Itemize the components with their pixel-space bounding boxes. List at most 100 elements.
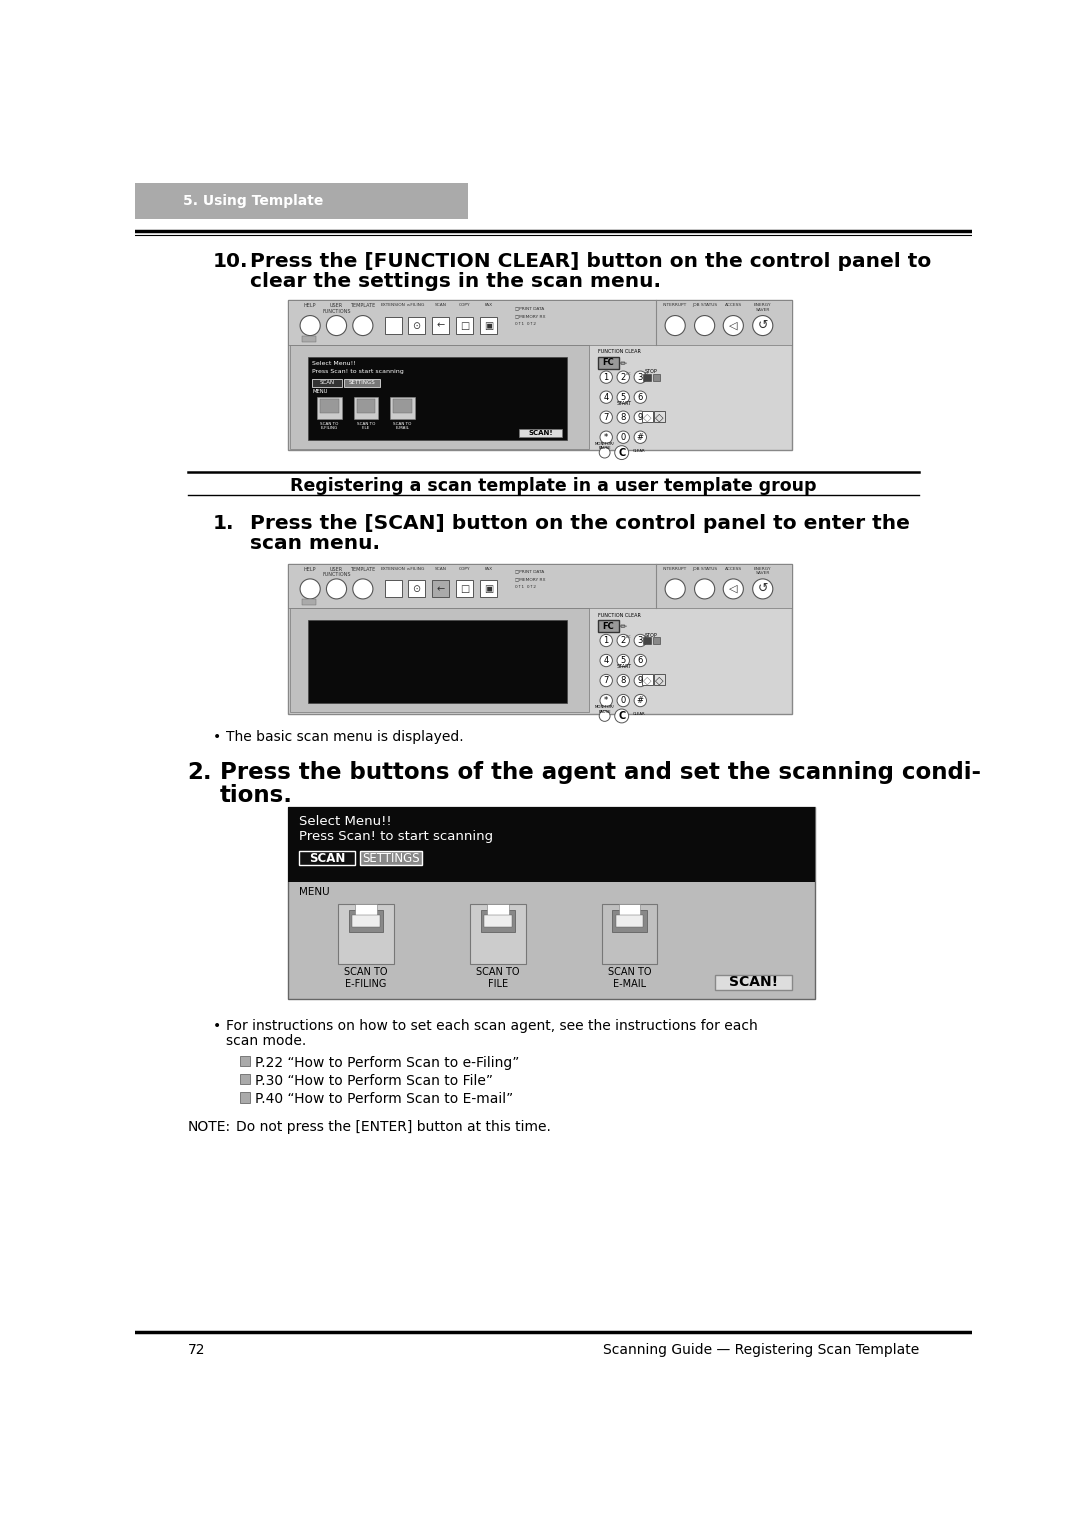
Circle shape: [753, 316, 773, 336]
Text: 72: 72: [188, 1343, 205, 1357]
Text: SCAN!: SCAN!: [729, 975, 778, 989]
Circle shape: [617, 694, 630, 707]
Text: SETTINGS: SETTINGS: [349, 380, 376, 386]
Text: HELP: HELP: [303, 304, 316, 308]
Text: ◁: ◁: [729, 584, 738, 594]
Text: ◇: ◇: [656, 412, 664, 423]
Bar: [291, 609, 590, 713]
Bar: [484, 914, 512, 926]
Bar: [487, 903, 509, 914]
Text: ◇: ◇: [643, 676, 651, 685]
Bar: [288, 807, 815, 882]
Text: DEF: DEF: [644, 372, 649, 375]
Text: ✏: ✏: [620, 621, 626, 630]
Circle shape: [600, 674, 612, 687]
Text: ⊙: ⊙: [413, 584, 420, 594]
Bar: [432, 580, 449, 597]
Text: STOP: STOP: [645, 369, 658, 374]
Circle shape: [353, 316, 373, 336]
Bar: [312, 378, 342, 388]
Bar: [321, 400, 339, 414]
Text: Select Menu!!: Select Menu!!: [312, 362, 356, 366]
Text: START: START: [617, 401, 632, 406]
Text: 8: 8: [621, 412, 626, 421]
Circle shape: [615, 710, 629, 723]
Text: CLEAR: CLEAR: [633, 713, 645, 716]
Bar: [408, 317, 424, 334]
Circle shape: [617, 410, 630, 423]
Text: JOB STATUS: JOB STATUS: [692, 304, 717, 307]
Text: SETTINGS: SETTINGS: [362, 852, 419, 865]
Text: SCAN: SCAN: [434, 304, 446, 307]
Text: JOB STATUS: JOB STATUS: [692, 566, 717, 571]
Text: CLEAR: CLEAR: [633, 449, 645, 453]
Text: ←: ←: [436, 584, 444, 594]
Bar: [470, 903, 526, 964]
Circle shape: [753, 578, 773, 598]
Text: □: □: [460, 584, 469, 594]
Text: ↺: ↺: [757, 583, 768, 595]
Circle shape: [617, 430, 630, 444]
Text: COPY: COPY: [459, 304, 470, 307]
Text: □: □: [460, 320, 469, 331]
Bar: [598, 357, 619, 369]
Text: TEMPLATE: TEMPLATE: [350, 304, 376, 308]
Text: SCAN TO
E-FILING: SCAN TO E-FILING: [321, 421, 339, 430]
Text: 5. Using Template: 5. Using Template: [183, 194, 323, 208]
Text: Press Scan! to start scanning: Press Scan! to start scanning: [312, 369, 404, 374]
Text: ←: ←: [436, 320, 444, 331]
Bar: [240, 1074, 251, 1083]
Text: 6: 6: [637, 392, 643, 401]
Bar: [456, 317, 473, 334]
Text: 4: 4: [604, 392, 609, 401]
Bar: [302, 598, 316, 606]
Text: *: *: [604, 696, 608, 705]
Text: •: •: [213, 1018, 220, 1033]
Circle shape: [600, 410, 612, 423]
Text: 9: 9: [637, 676, 643, 685]
Bar: [135, 183, 469, 218]
Text: FAX: FAX: [484, 304, 492, 307]
Bar: [654, 410, 665, 421]
Text: #: #: [637, 696, 644, 705]
Text: 0↑1  0↑2: 0↑1 0↑2: [515, 584, 536, 589]
Circle shape: [634, 371, 647, 383]
Bar: [408, 580, 424, 597]
Bar: [642, 410, 652, 421]
Bar: [291, 345, 590, 449]
Circle shape: [634, 674, 647, 687]
Text: 7: 7: [604, 412, 609, 421]
Text: 0: 0: [621, 433, 626, 441]
Circle shape: [326, 316, 347, 336]
Text: SCAN: SCAN: [320, 380, 335, 386]
Text: SCAN TO
FILE: SCAN TO FILE: [356, 421, 375, 430]
Text: 1.: 1.: [213, 514, 234, 533]
Bar: [390, 397, 415, 418]
Text: 2.: 2.: [188, 760, 213, 784]
Text: SCAN TO
FILE: SCAN TO FILE: [476, 967, 519, 989]
Text: STOP: STOP: [645, 633, 658, 638]
Text: #: #: [637, 433, 644, 441]
Bar: [652, 374, 661, 382]
Bar: [360, 852, 422, 865]
Text: HELP: HELP: [303, 566, 316, 572]
Text: 8: 8: [621, 676, 626, 685]
Text: DEF: DEF: [644, 635, 649, 639]
Circle shape: [326, 578, 347, 598]
Text: ◁: ◁: [729, 320, 738, 331]
Text: INTERRUPT: INTERRUPT: [663, 566, 687, 571]
Text: 1: 1: [604, 636, 609, 645]
Bar: [288, 563, 793, 609]
Text: ↺: ↺: [757, 319, 768, 333]
Text: ENERGY
SAVER: ENERGY SAVER: [754, 304, 771, 311]
Text: 2: 2: [621, 372, 626, 382]
Circle shape: [617, 655, 630, 667]
Text: P.30 “How to Perform Scan to File”: P.30 “How to Perform Scan to File”: [255, 1074, 494, 1088]
Text: 3: 3: [637, 636, 643, 645]
Bar: [352, 914, 380, 926]
Bar: [338, 903, 394, 964]
Circle shape: [300, 316, 321, 336]
Bar: [642, 674, 652, 685]
Text: Do not press the [ENTER] button at this time.: Do not press the [ENTER] button at this …: [235, 1120, 551, 1134]
Bar: [616, 914, 644, 926]
